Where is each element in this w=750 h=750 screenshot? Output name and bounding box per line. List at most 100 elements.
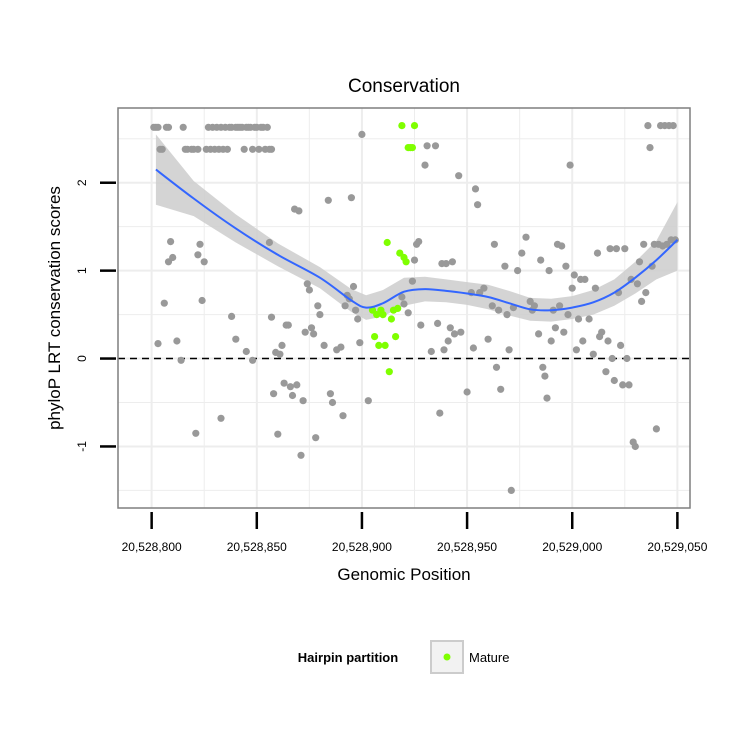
other-point (198, 296, 206, 305)
other-point (349, 282, 358, 291)
mature-point (408, 144, 416, 152)
other-point (621, 245, 629, 253)
other-point (284, 321, 292, 329)
other-point (492, 363, 501, 371)
other-point (598, 328, 606, 336)
y-tick-label: 2 (75, 179, 89, 186)
other-point (179, 123, 187, 131)
other-point (278, 341, 286, 349)
data-points (150, 122, 679, 494)
other-point (530, 302, 539, 310)
other-point (625, 381, 633, 389)
smooth-line-path (155, 168, 679, 312)
other-point (249, 145, 257, 153)
other-point (642, 289, 650, 297)
other-point (463, 388, 471, 396)
other-point (562, 262, 570, 270)
x-tick-label: 20,528,850 (227, 540, 287, 554)
other-point (558, 242, 566, 250)
legend-title: Hairpin partition (298, 650, 398, 665)
mature-point (381, 341, 389, 349)
x-tick-label: 20,529,000 (542, 540, 602, 554)
other-point (316, 311, 324, 319)
x-tick-label: 20,528,900 (332, 540, 392, 554)
y-tick-label: 0 (75, 355, 89, 362)
other-point (574, 315, 583, 323)
other-point (490, 240, 498, 248)
other-point (579, 337, 587, 345)
other-point (160, 299, 168, 307)
other-point (591, 284, 600, 292)
other-point (200, 258, 208, 266)
confidence-band-area (155, 134, 678, 322)
other-point (410, 256, 419, 264)
other-point (249, 356, 257, 364)
other-point (431, 142, 440, 150)
other-point (469, 344, 477, 352)
y-axis-title: phyloP LRT conservation scores (45, 186, 64, 430)
other-point (471, 185, 480, 193)
other-point (564, 311, 572, 319)
other-point (192, 429, 200, 437)
other-point (442, 260, 450, 268)
other-point (400, 300, 408, 308)
mature-point (375, 341, 383, 349)
other-point (255, 145, 263, 153)
other-point (427, 347, 435, 356)
other-point (638, 297, 646, 305)
other-point (535, 330, 543, 338)
other-point (415, 238, 423, 246)
mature-point (379, 311, 387, 319)
other-point (354, 315, 362, 323)
other-point (545, 267, 553, 275)
other-point (604, 337, 612, 345)
other-point (455, 172, 463, 180)
other-point (539, 363, 547, 371)
other-point (585, 315, 593, 323)
other-point (488, 302, 496, 310)
other-point (608, 354, 616, 363)
other-point (566, 161, 574, 169)
other-point (669, 122, 677, 130)
mature-point (398, 122, 406, 130)
x-tick-label: 20,528,950 (437, 540, 497, 554)
other-point (581, 275, 589, 283)
other-point (307, 324, 316, 332)
x-tick-label: 20,529,050 (647, 540, 707, 554)
other-point (444, 337, 452, 345)
other-point (352, 306, 360, 314)
other-point (169, 253, 177, 262)
other-point (347, 194, 355, 202)
other-point (196, 240, 204, 248)
other-point (173, 337, 181, 345)
other-point (652, 425, 661, 433)
other-point (303, 280, 311, 288)
other-point (448, 258, 456, 266)
other-point (194, 145, 202, 153)
other-point (547, 337, 555, 345)
mature-point (385, 368, 393, 376)
other-point (267, 313, 276, 321)
other-point (434, 319, 442, 327)
other-point (265, 238, 273, 247)
other-point (167, 238, 175, 246)
other-point (457, 328, 465, 336)
other-point (440, 346, 448, 354)
other-point (560, 328, 568, 336)
other-point (312, 434, 320, 442)
other-point (276, 350, 284, 358)
other-point (328, 398, 337, 407)
legend-key-mature-dot (443, 653, 451, 661)
other-point (341, 302, 349, 310)
other-point (617, 341, 625, 349)
other-point (497, 385, 505, 393)
legend: Hairpin partition Mature (298, 640, 509, 674)
other-point (267, 145, 276, 153)
other-point (593, 249, 602, 257)
other-point (228, 312, 236, 320)
other-point (570, 271, 578, 279)
other-point (631, 442, 639, 451)
other-point (398, 293, 406, 301)
other-point (358, 130, 366, 138)
